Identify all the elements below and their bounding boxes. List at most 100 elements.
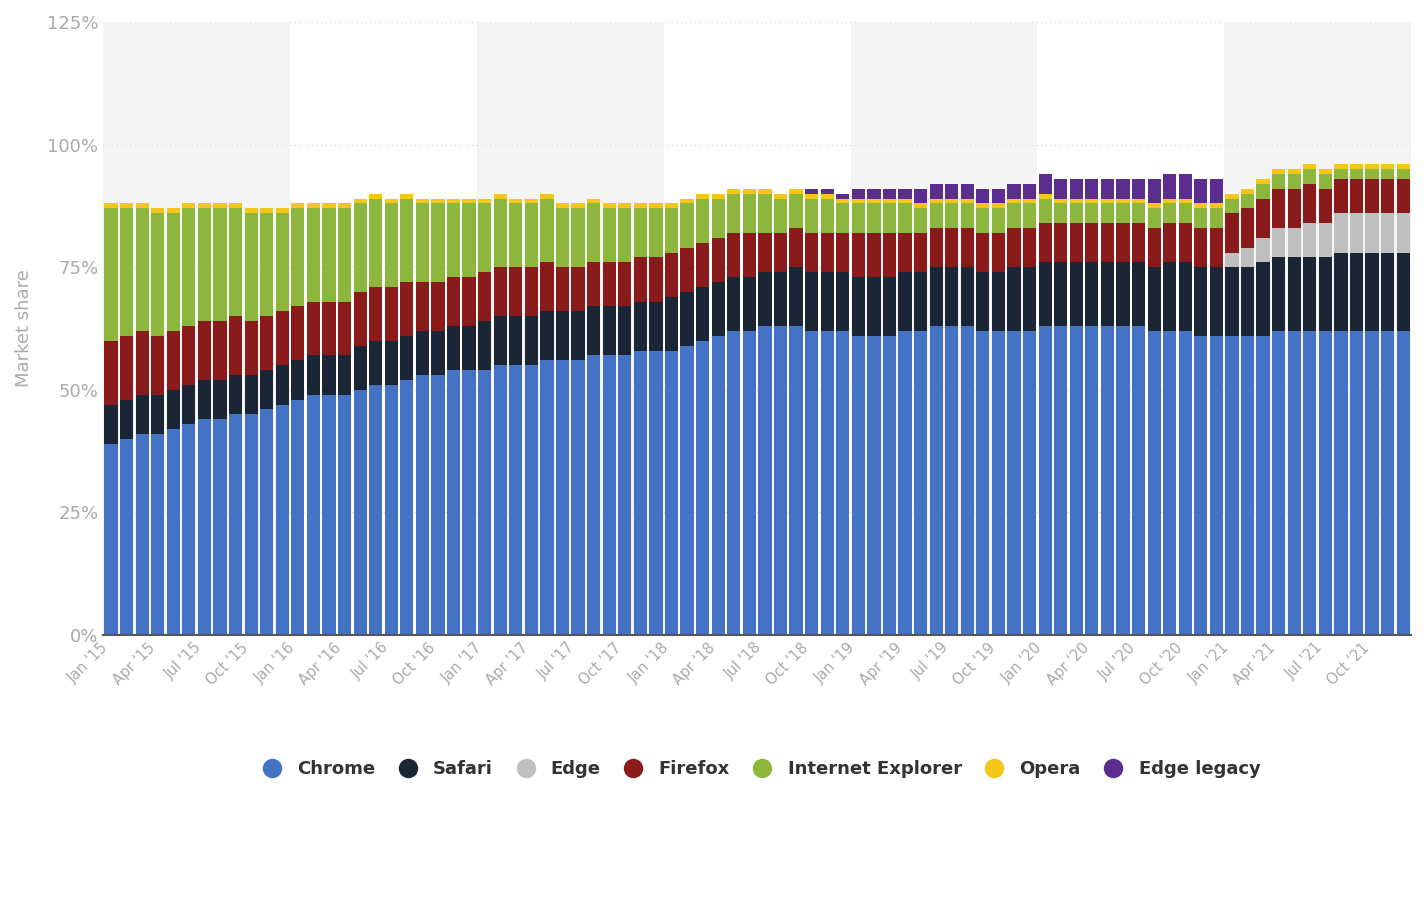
Bar bbox=[307, 395, 319, 635]
Bar bbox=[275, 213, 289, 311]
Bar bbox=[649, 301, 663, 351]
Bar bbox=[1022, 199, 1037, 203]
Bar bbox=[1164, 199, 1176, 203]
Bar bbox=[883, 336, 896, 635]
Bar bbox=[914, 208, 927, 233]
Bar bbox=[476, 22, 663, 635]
Bar bbox=[1117, 224, 1129, 262]
Bar bbox=[588, 355, 600, 635]
Bar bbox=[431, 199, 445, 203]
Bar bbox=[230, 316, 242, 376]
Bar bbox=[338, 203, 351, 208]
Bar bbox=[712, 336, 724, 635]
Bar bbox=[1241, 247, 1253, 267]
Bar bbox=[446, 199, 461, 203]
Bar bbox=[712, 282, 724, 336]
Bar bbox=[743, 193, 756, 233]
Bar bbox=[151, 336, 164, 395]
Bar bbox=[945, 199, 958, 203]
Bar bbox=[790, 189, 803, 193]
Bar bbox=[1038, 193, 1052, 199]
Bar bbox=[1380, 164, 1395, 169]
Bar bbox=[1022, 267, 1037, 331]
Bar bbox=[696, 193, 709, 199]
Bar bbox=[603, 355, 616, 635]
Y-axis label: Market share: Market share bbox=[16, 269, 33, 387]
Bar bbox=[727, 189, 740, 193]
Bar bbox=[135, 395, 148, 434]
Bar bbox=[696, 199, 709, 243]
Bar bbox=[743, 233, 756, 277]
Bar bbox=[291, 203, 305, 208]
Bar bbox=[416, 331, 429, 376]
Bar bbox=[509, 316, 522, 365]
Bar bbox=[992, 272, 1005, 331]
Bar bbox=[556, 208, 569, 267]
Bar bbox=[1335, 169, 1348, 179]
Bar bbox=[1380, 169, 1395, 179]
Bar bbox=[1179, 199, 1192, 203]
Bar bbox=[1070, 199, 1082, 203]
Bar bbox=[446, 326, 461, 370]
Bar bbox=[1380, 331, 1395, 635]
Bar bbox=[850, 22, 1037, 635]
Bar bbox=[806, 193, 819, 199]
Bar bbox=[883, 277, 896, 336]
Bar bbox=[820, 189, 834, 193]
Bar bbox=[385, 385, 398, 635]
Bar bbox=[588, 203, 600, 262]
Bar bbox=[1022, 203, 1037, 228]
Bar bbox=[992, 233, 1005, 272]
Bar bbox=[806, 189, 819, 193]
Bar bbox=[961, 228, 974, 267]
Bar bbox=[680, 199, 693, 203]
Bar bbox=[1148, 203, 1161, 208]
Bar bbox=[1179, 203, 1192, 224]
Bar bbox=[836, 331, 850, 635]
Bar bbox=[354, 291, 366, 345]
Bar bbox=[883, 233, 896, 277]
Bar bbox=[977, 203, 990, 208]
Bar bbox=[680, 291, 693, 345]
Bar bbox=[385, 199, 398, 203]
Bar bbox=[820, 272, 834, 331]
Bar bbox=[120, 439, 133, 635]
Bar bbox=[104, 203, 118, 208]
Bar bbox=[1164, 331, 1176, 635]
Bar bbox=[525, 267, 538, 316]
Bar bbox=[883, 203, 896, 233]
Bar bbox=[1241, 267, 1253, 336]
Bar bbox=[244, 414, 258, 635]
Bar bbox=[588, 307, 600, 355]
Bar bbox=[1117, 199, 1129, 203]
Bar bbox=[1132, 262, 1145, 326]
Bar bbox=[1209, 203, 1224, 208]
Bar bbox=[1148, 208, 1161, 228]
Bar bbox=[619, 355, 632, 635]
Bar bbox=[820, 233, 834, 272]
Bar bbox=[1224, 22, 1410, 635]
Bar bbox=[898, 199, 911, 203]
Bar bbox=[867, 199, 880, 203]
Bar bbox=[431, 282, 445, 331]
Bar bbox=[961, 199, 974, 203]
Bar bbox=[214, 208, 227, 322]
Bar bbox=[961, 326, 974, 635]
Bar bbox=[1054, 179, 1067, 199]
Bar bbox=[1164, 174, 1176, 199]
Bar bbox=[104, 405, 118, 443]
Bar bbox=[183, 424, 195, 635]
Bar bbox=[369, 287, 382, 341]
Bar bbox=[1148, 267, 1161, 331]
Bar bbox=[1194, 179, 1208, 203]
Bar bbox=[478, 370, 492, 635]
Bar bbox=[790, 326, 803, 635]
Bar bbox=[462, 199, 476, 203]
Bar bbox=[1256, 262, 1269, 336]
Bar bbox=[1054, 224, 1067, 262]
Bar bbox=[244, 208, 258, 213]
Bar bbox=[727, 233, 740, 277]
Bar bbox=[275, 311, 289, 365]
Bar bbox=[1225, 193, 1239, 199]
Bar bbox=[1396, 253, 1410, 331]
